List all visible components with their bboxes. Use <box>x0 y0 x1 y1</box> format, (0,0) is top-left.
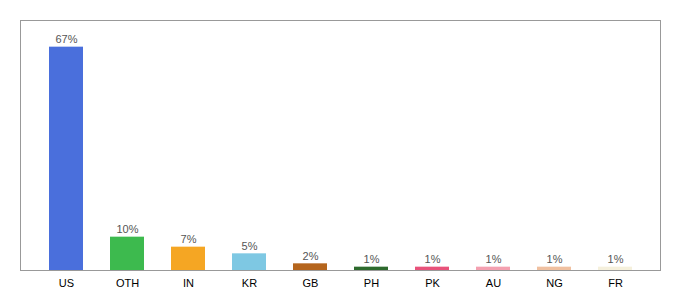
svg-text:1%: 1% <box>364 253 380 265</box>
svg-text:5%: 5% <box>242 240 258 252</box>
svg-text:PK: PK <box>425 277 440 289</box>
svg-text:67%: 67% <box>55 33 77 45</box>
svg-text:2%: 2% <box>303 250 319 262</box>
svg-text:NG: NG <box>546 277 563 289</box>
svg-text:KR: KR <box>242 277 257 289</box>
svg-text:1%: 1% <box>608 253 624 265</box>
svg-text:AU: AU <box>486 277 501 289</box>
svg-text:US: US <box>59 277 74 289</box>
svg-text:GB: GB <box>303 277 319 289</box>
svg-text:OTH: OTH <box>116 277 139 289</box>
svg-text:10%: 10% <box>116 223 138 235</box>
svg-text:1%: 1% <box>547 253 563 265</box>
svg-text:PH: PH <box>364 277 379 289</box>
svg-text:1%: 1% <box>425 253 441 265</box>
svg-text:IN: IN <box>183 277 194 289</box>
svg-text:7%: 7% <box>181 233 197 245</box>
svg-text:1%: 1% <box>486 253 502 265</box>
svg-text:FR: FR <box>608 277 623 289</box>
